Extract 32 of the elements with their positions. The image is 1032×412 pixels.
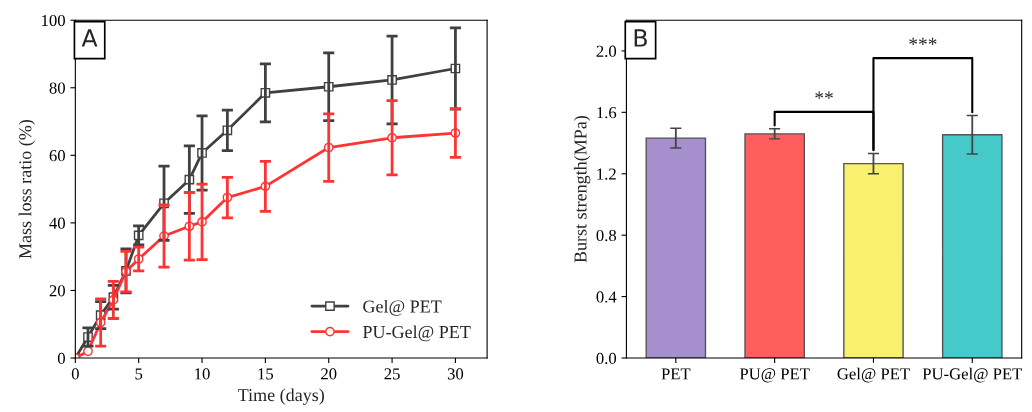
x-tick-label: 30 (447, 368, 464, 380)
y-tick-label: 60 (49, 150, 65, 162)
y-tick-label: 80 (49, 82, 65, 94)
x-tick-label: 20 (321, 368, 337, 380)
chart-title: B (634, 29, 647, 47)
y-tick-label: 100 (42, 14, 65, 27)
x-tick-label: 10 (195, 368, 210, 380)
x-tick-label: PU-Gel@ PET (922, 367, 1023, 383)
y-tick-label: 1.6 (597, 107, 617, 119)
x-tick-label: 0 (71, 368, 79, 380)
chart-title: A (81, 29, 98, 47)
x-tick-label: Gel@ PET (837, 367, 910, 383)
annotation: *** (909, 37, 937, 45)
x-tick-label: 5 (135, 368, 143, 380)
y-tick-label: 0 (57, 352, 65, 364)
y-tick-label: 0.8 (596, 229, 617, 242)
y-tick-label: 1.2 (597, 168, 616, 180)
annotation: ** (815, 91, 833, 99)
y-tick-label: 40 (49, 217, 65, 229)
legend-label: PU-Gel@ PET (362, 325, 471, 342)
y-tick-label: 20 (49, 285, 65, 297)
x-tick-label: 25 (384, 368, 400, 380)
y-tick-label: 0.4 (596, 291, 617, 303)
y-axis-title: Burst strength(MPa) (573, 115, 591, 263)
legend-label: Gel@ PET (363, 299, 442, 316)
x-tick-label: PU@ PET (739, 368, 810, 383)
x-tick-label: PET (661, 368, 691, 380)
y-tick-label: 2.0 (596, 45, 617, 57)
x-axis-title: Time (days) (237, 388, 324, 405)
y-tick-label: 0.0 (596, 352, 617, 365)
x-tick-label: 15 (258, 368, 274, 380)
y-axis-title: Mass loss ratio (%) (18, 119, 36, 259)
